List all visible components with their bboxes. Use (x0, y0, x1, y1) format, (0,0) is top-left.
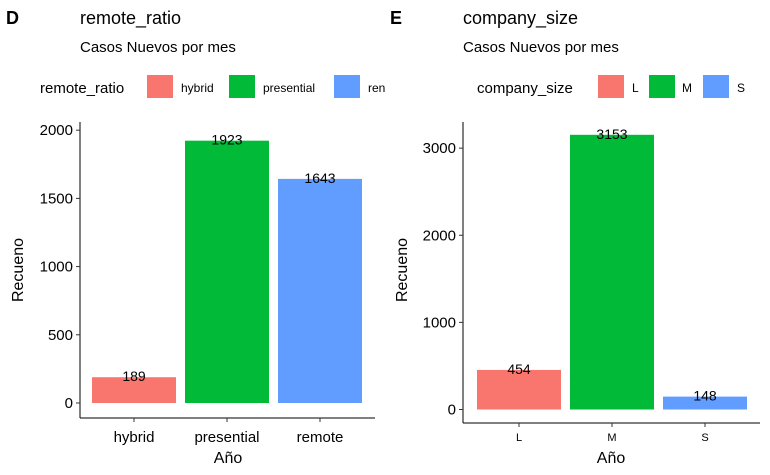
chart-subtitle-d: Casos Nuevos por mes (80, 39, 236, 56)
bar-presential (185, 140, 269, 403)
bars-d: 189 1923 1643 (92, 132, 362, 403)
x-ticks-d: hybrid presential remote (114, 418, 344, 446)
legend-label-d-presential: presential (263, 81, 315, 95)
y-axis-title-d: Recueno (10, 238, 27, 302)
y-tick-label: 1500 (40, 190, 73, 207)
legend-key-d-hybrid (147, 75, 173, 98)
plot-area-e: 0 1000 2000 3000 454 3153 148 L M S Año Recueno (394, 122, 760, 467)
legend-label-e-s: S (737, 81, 745, 95)
chart-subtitle-e: Casos Nuevos por mes (463, 39, 619, 56)
y-ticks-d: 0 500 1000 1500 2000 (40, 122, 80, 412)
bar-M (570, 134, 654, 410)
y-ticks-e: 0 1000 2000 3000 (423, 140, 463, 418)
y-tick-label: 3000 (423, 140, 456, 157)
x-tick-label: presential (194, 429, 259, 446)
panel-tag-e: E (390, 8, 402, 28)
legend-title-e: company_size (477, 80, 573, 97)
x-tick-label: remote (297, 429, 344, 446)
panel-e: E company_size Casos Nuevos por mes comp… (390, 8, 760, 467)
x-tick-label: L (516, 432, 522, 444)
data-label-hybrid: 189 (122, 368, 146, 384)
panel-tag-d: D (6, 8, 19, 28)
plot-area-d: 0 500 1000 1500 2000 189 1923 1643 hybrid prese… (10, 122, 375, 467)
chart-title-d: remote_ratio (80, 8, 181, 29)
y-tick-label: 1000 (40, 259, 73, 276)
bar-L (477, 369, 561, 410)
legend-title-d: remote_ratio (40, 80, 124, 97)
x-tick-label: S (701, 432, 708, 444)
legend-label-e-l: L (632, 81, 639, 95)
legend-d: remote_ratio hybrid presential ren (40, 75, 385, 98)
data-label-M: 3153 (596, 126, 627, 142)
data-label-L: 454 (507, 361, 531, 377)
legend-label-e-m: M (682, 81, 692, 95)
y-axis-title-e: Recueno (394, 238, 411, 302)
x-tick-label: M (607, 432, 616, 444)
x-axis-title-e: Año (597, 450, 626, 467)
legend-key-e-s (703, 75, 729, 98)
bar-S (663, 396, 747, 410)
legend-label-d-hybrid: hybrid (181, 81, 214, 95)
x-tick-label: hybrid (114, 429, 155, 446)
bar-remote (278, 178, 362, 403)
panel-d: D remote_ratio Casos Nuevos por mes remo… (6, 8, 385, 467)
chart-title-e: company_size (463, 8, 578, 29)
legend-e: company_size L M S (477, 75, 745, 98)
legend-key-e-l (598, 75, 624, 98)
y-tick-label: 0 (448, 401, 456, 418)
bar-hybrid (92, 377, 176, 403)
y-tick-label: 500 (48, 327, 73, 344)
legend-key-d-presential (229, 75, 255, 98)
y-tick-label: 0 (65, 395, 73, 412)
bars-e: 454 3153 148 (477, 126, 747, 410)
y-tick-label: 1000 (423, 314, 456, 331)
legend-key-e-m (649, 75, 675, 98)
legend-label-d-remote: ren (368, 81, 385, 95)
data-label-remote: 1643 (304, 170, 335, 186)
x-axis-title-d: Año (214, 450, 243, 467)
legend-key-d-remote (334, 75, 360, 98)
data-label-presential: 1923 (211, 132, 242, 148)
y-tick-label: 2000 (40, 122, 73, 139)
data-label-S: 148 (693, 388, 717, 404)
y-tick-label: 2000 (423, 227, 456, 244)
